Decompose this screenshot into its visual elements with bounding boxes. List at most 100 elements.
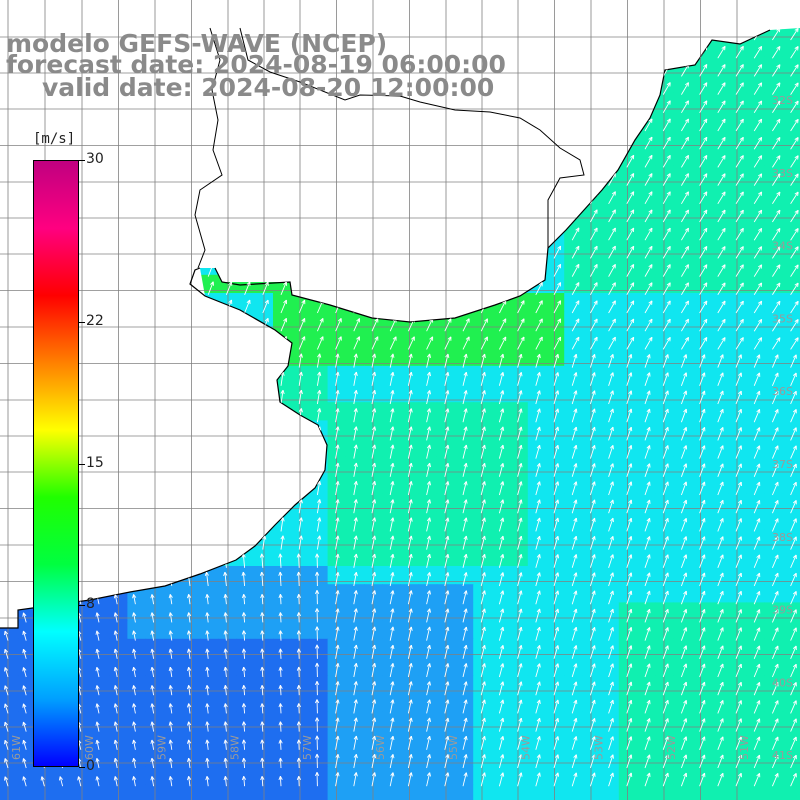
wind-speed-cell	[582, 220, 602, 239]
wind-speed-cell	[691, 129, 711, 148]
wind-speed-cell	[637, 456, 656, 476]
wind-speed-cell	[618, 657, 638, 676]
wind-speed-cell	[327, 511, 347, 531]
wind-speed-cell	[637, 493, 656, 512]
wind-speed-cell	[582, 293, 602, 312]
wind-speed-cell	[728, 456, 747, 476]
wind-speed-cell	[163, 748, 183, 767]
wind-speed-cell	[418, 711, 438, 731]
wind-speed-cell	[728, 620, 747, 640]
wind-speed-cell	[691, 74, 711, 94]
wind-speed-cell	[728, 475, 747, 494]
wind-speed-cell	[673, 384, 693, 403]
wind-speed-cell	[655, 602, 674, 622]
wind-speed-cell	[691, 183, 711, 203]
wind-speed-cell	[236, 657, 256, 676]
wind-speed-cell	[673, 74, 693, 94]
colorbar-tick-label: 8	[86, 596, 95, 613]
wind-speed-cell	[655, 202, 674, 221]
wind-speed-cell	[655, 729, 674, 749]
wind-speed-cell	[709, 602, 729, 622]
wind-speed-cell	[691, 693, 711, 713]
wind-speed-cell	[618, 183, 638, 203]
wind-speed-cell	[782, 28, 800, 39]
wind-speed-cell	[91, 711, 110, 731]
wind-speed-cell	[709, 183, 729, 203]
wind-speed-cell	[618, 748, 638, 767]
wind-speed-cell	[618, 456, 638, 476]
wind-speed-cell	[54, 766, 74, 785]
wind-speed-cell	[327, 493, 347, 512]
wind-speed-cell	[709, 347, 729, 367]
wind-speed-cell	[637, 238, 656, 258]
wind-speed-cell	[691, 111, 711, 130]
wind-speed-cell	[618, 693, 638, 713]
wind-speed-cell	[746, 202, 765, 221]
wind-speed-cell	[673, 493, 693, 512]
wind-speed-cell	[637, 347, 656, 367]
wind-speed-cell	[309, 329, 329, 349]
wind-speed-cell	[746, 748, 765, 767]
wind-speed-cell	[600, 274, 620, 294]
wind-speed-cell	[709, 638, 729, 658]
wind-speed-cell	[200, 638, 219, 658]
wind-speed-cell	[709, 493, 729, 512]
wind-speed-cell	[327, 693, 347, 713]
wind-speed-cell	[91, 748, 110, 767]
wind-speed-cell	[618, 711, 638, 731]
wind-speed-cell	[764, 220, 784, 239]
wind-speed-cell	[600, 547, 620, 567]
wind-speed-cell	[746, 784, 765, 800]
wind-speed-cell	[691, 529, 711, 549]
wind-speed-cell	[691, 766, 711, 785]
wind-speed-cell	[782, 202, 800, 221]
wind-speed-cell	[600, 566, 620, 585]
wind-speed-cell	[618, 547, 638, 567]
wind-speed-cell	[491, 311, 511, 330]
wind-speed-cell	[673, 311, 693, 330]
wind-speed-cell	[728, 384, 747, 403]
wind-speed-cell	[709, 38, 729, 57]
wind-speed-cell	[746, 74, 765, 94]
wind-speed-cell	[345, 657, 365, 676]
colorbar-tick-mark	[79, 321, 85, 323]
wind-speed-cell	[782, 384, 800, 403]
wind-speed-cell	[782, 657, 800, 676]
wind-speed-cell	[655, 511, 674, 531]
wind-speed-cell	[127, 766, 147, 785]
latitude-label: 33S	[772, 167, 793, 180]
wind-speed-cell	[673, 529, 693, 549]
wind-speed-cell	[764, 56, 784, 76]
wind-speed-cell	[782, 784, 800, 800]
wind-speed-cell	[728, 365, 747, 385]
wind-speed-cell	[600, 238, 620, 258]
wind-speed-cell	[345, 638, 365, 658]
wind-speed-cell	[746, 384, 765, 403]
wind-speed-cell	[618, 293, 638, 312]
wind-speed-cell	[382, 384, 401, 403]
wind-speed-cell	[655, 620, 674, 640]
wind-speed-cell	[345, 729, 365, 749]
wind-speed-cell	[418, 566, 438, 585]
latitude-label: 41S	[772, 749, 793, 762]
wind-speed-cell	[782, 329, 800, 349]
wind-speed-cell	[600, 220, 620, 239]
wind-speed-cell	[709, 256, 729, 276]
wind-speed-cell	[327, 311, 347, 330]
wind-speed-cell	[655, 183, 674, 203]
wind-speed-cell	[691, 147, 711, 167]
wind-speed-cell	[637, 766, 656, 785]
wind-speed-cell	[600, 329, 620, 349]
wind-speed-cell	[655, 256, 674, 276]
wind-speed-cell	[728, 311, 747, 330]
wind-speed-cell	[728, 293, 747, 312]
wind-speed-cell	[600, 602, 620, 622]
wind-speed-cell	[746, 256, 765, 276]
wind-speed-cell	[691, 220, 711, 239]
wind-speed-cell	[345, 511, 365, 531]
wind-speed-cell	[728, 784, 747, 800]
wind-speed-cell	[345, 365, 365, 385]
wind-speed-cell	[546, 329, 565, 349]
wind-speed-cell	[764, 311, 784, 330]
wind-speed-cell	[764, 693, 784, 713]
